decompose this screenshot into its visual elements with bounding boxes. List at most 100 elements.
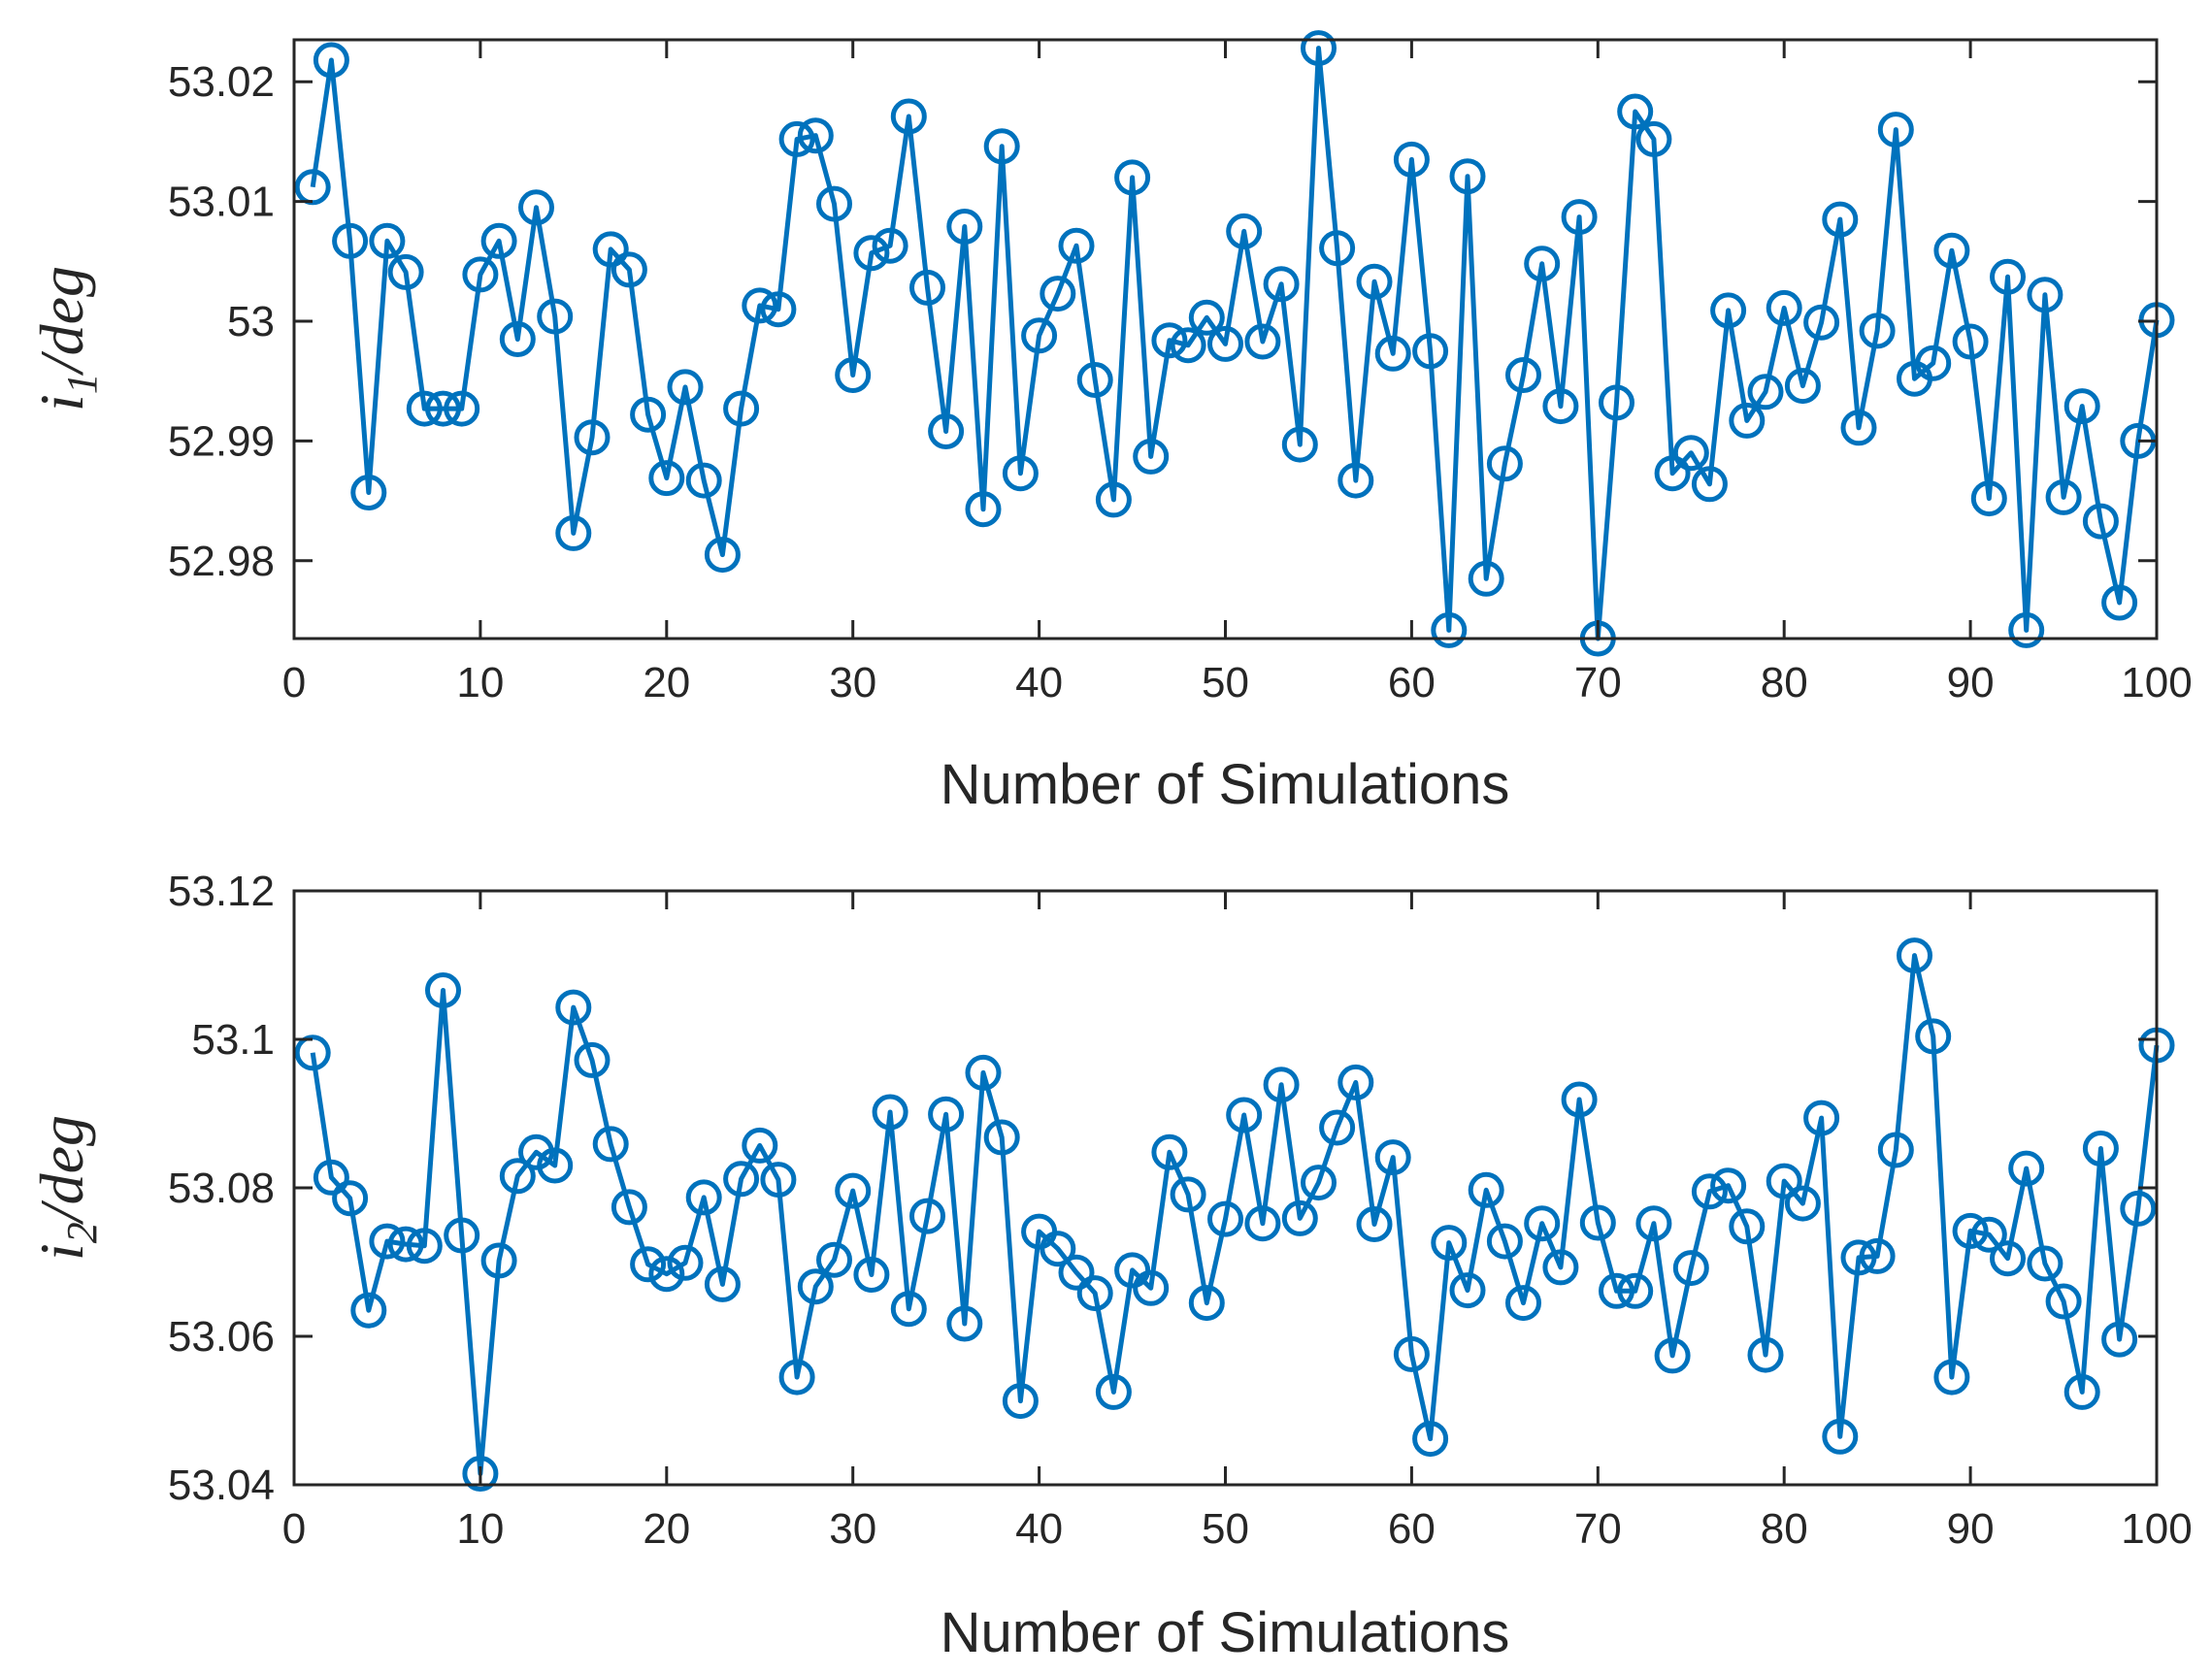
data-point bbox=[1486, 445, 1523, 482]
data-point bbox=[592, 231, 629, 268]
axes-bottom-ylabel-base: i bbox=[27, 1243, 96, 1261]
data-point bbox=[499, 1158, 536, 1195]
y-tick-label: 53.06 bbox=[168, 1313, 275, 1361]
axes-top-ylabel-base: i bbox=[27, 394, 96, 411]
data-point bbox=[1263, 266, 1300, 303]
data-point bbox=[425, 972, 461, 1008]
data-point bbox=[1803, 1100, 1840, 1136]
data-point bbox=[1635, 120, 1672, 157]
data-point bbox=[294, 1035, 331, 1071]
x-tick-label: 50 bbox=[1202, 659, 1249, 706]
data-point bbox=[1505, 1285, 1541, 1322]
data-point bbox=[835, 1172, 872, 1209]
data-point bbox=[1040, 276, 1076, 312]
data-point bbox=[1207, 1200, 1243, 1237]
data-point bbox=[1076, 1275, 1113, 1312]
y-tick-label: 52.99 bbox=[168, 417, 275, 465]
data-point bbox=[2045, 1283, 2082, 1320]
x-tick-label: 60 bbox=[1388, 659, 1436, 706]
data-point bbox=[853, 1257, 890, 1293]
data-point bbox=[1412, 333, 1449, 370]
data-point bbox=[1524, 1205, 1561, 1242]
data-point bbox=[1374, 1139, 1411, 1176]
x-tick-label: 90 bbox=[1947, 659, 1995, 706]
data-point bbox=[1747, 374, 1784, 411]
data-point bbox=[1542, 1249, 1579, 1286]
data-point bbox=[1635, 1205, 1672, 1242]
data-point bbox=[2101, 584, 2138, 621]
data-point bbox=[667, 1244, 704, 1281]
data-point bbox=[630, 396, 667, 433]
data-point bbox=[1933, 1359, 1970, 1396]
y-tick-label: 53.04 bbox=[168, 1462, 275, 1509]
series-top bbox=[294, 30, 2175, 657]
data-point bbox=[1915, 1018, 1952, 1055]
data-point bbox=[1449, 1272, 1486, 1309]
data-point bbox=[462, 256, 499, 293]
data-point bbox=[1672, 435, 1709, 472]
data-point bbox=[1784, 1185, 1821, 1222]
data-point bbox=[1599, 1272, 1634, 1309]
data-point bbox=[1859, 1237, 1896, 1274]
axes-bottom-frame bbox=[292, 889, 2159, 1487]
data-point bbox=[1281, 426, 1318, 463]
data-point bbox=[1319, 230, 1356, 267]
data-point bbox=[816, 1241, 852, 1278]
axes-bottom-xlabel: Number of Simulations bbox=[941, 1601, 1510, 1664]
data-point bbox=[1151, 322, 1188, 359]
data-point bbox=[1114, 1252, 1151, 1289]
data-point bbox=[444, 390, 480, 427]
data-point bbox=[1449, 158, 1486, 195]
data-point bbox=[313, 42, 349, 79]
data-point bbox=[2045, 478, 2082, 515]
data-point bbox=[332, 222, 369, 259]
data-point bbox=[350, 1292, 387, 1329]
data-point bbox=[574, 1041, 611, 1078]
data-point bbox=[648, 1256, 685, 1293]
data-point bbox=[1337, 1064, 1374, 1100]
x-tick-label: 40 bbox=[1015, 1505, 1063, 1553]
data-point bbox=[1263, 1067, 1300, 1103]
x-tick-label: 50 bbox=[1202, 1505, 1249, 1553]
data-point bbox=[1076, 362, 1113, 398]
data-point bbox=[2027, 277, 2063, 313]
data-point bbox=[1207, 325, 1243, 362]
data-point bbox=[574, 419, 611, 456]
data-point bbox=[1412, 1421, 1449, 1458]
data-point bbox=[425, 390, 461, 427]
data-point bbox=[2027, 1245, 2063, 1282]
data-point bbox=[1952, 323, 1989, 360]
data-point bbox=[723, 390, 760, 427]
data-point bbox=[2063, 388, 2100, 425]
data-point bbox=[1654, 1337, 1691, 1374]
data-point bbox=[1766, 289, 1802, 326]
data-point bbox=[1990, 1240, 2026, 1277]
data-point bbox=[1617, 1272, 1654, 1309]
data-point bbox=[965, 1054, 1002, 1091]
data-point bbox=[1729, 402, 1766, 439]
data-point bbox=[1095, 1373, 1132, 1410]
data-point bbox=[1133, 1269, 1170, 1306]
data-point bbox=[704, 537, 741, 574]
x-tick-label: 20 bbox=[643, 659, 690, 706]
x-tick-label: 100 bbox=[2121, 659, 2192, 706]
data-point bbox=[1002, 1383, 1039, 1420]
axes-top-ylabel-sub: 1 bbox=[58, 373, 106, 394]
data-point bbox=[1840, 1239, 1877, 1276]
data-point bbox=[2008, 611, 2045, 648]
data-point bbox=[537, 1147, 574, 1184]
data-point bbox=[1505, 357, 1541, 393]
data-point bbox=[667, 369, 704, 406]
data-point bbox=[1654, 455, 1691, 492]
data-point bbox=[797, 117, 834, 154]
x-tick-label: 60 bbox=[1388, 1505, 1436, 1553]
data-point bbox=[1990, 258, 2026, 295]
x-tick-label: 0 bbox=[282, 1505, 306, 1553]
data-point bbox=[1431, 1225, 1468, 1262]
data-point bbox=[1672, 1250, 1709, 1287]
data-point bbox=[1803, 304, 1840, 341]
data-point bbox=[1226, 1097, 1263, 1133]
data-point bbox=[909, 1198, 945, 1234]
data-point bbox=[983, 1119, 1020, 1156]
data-point bbox=[611, 1189, 647, 1226]
